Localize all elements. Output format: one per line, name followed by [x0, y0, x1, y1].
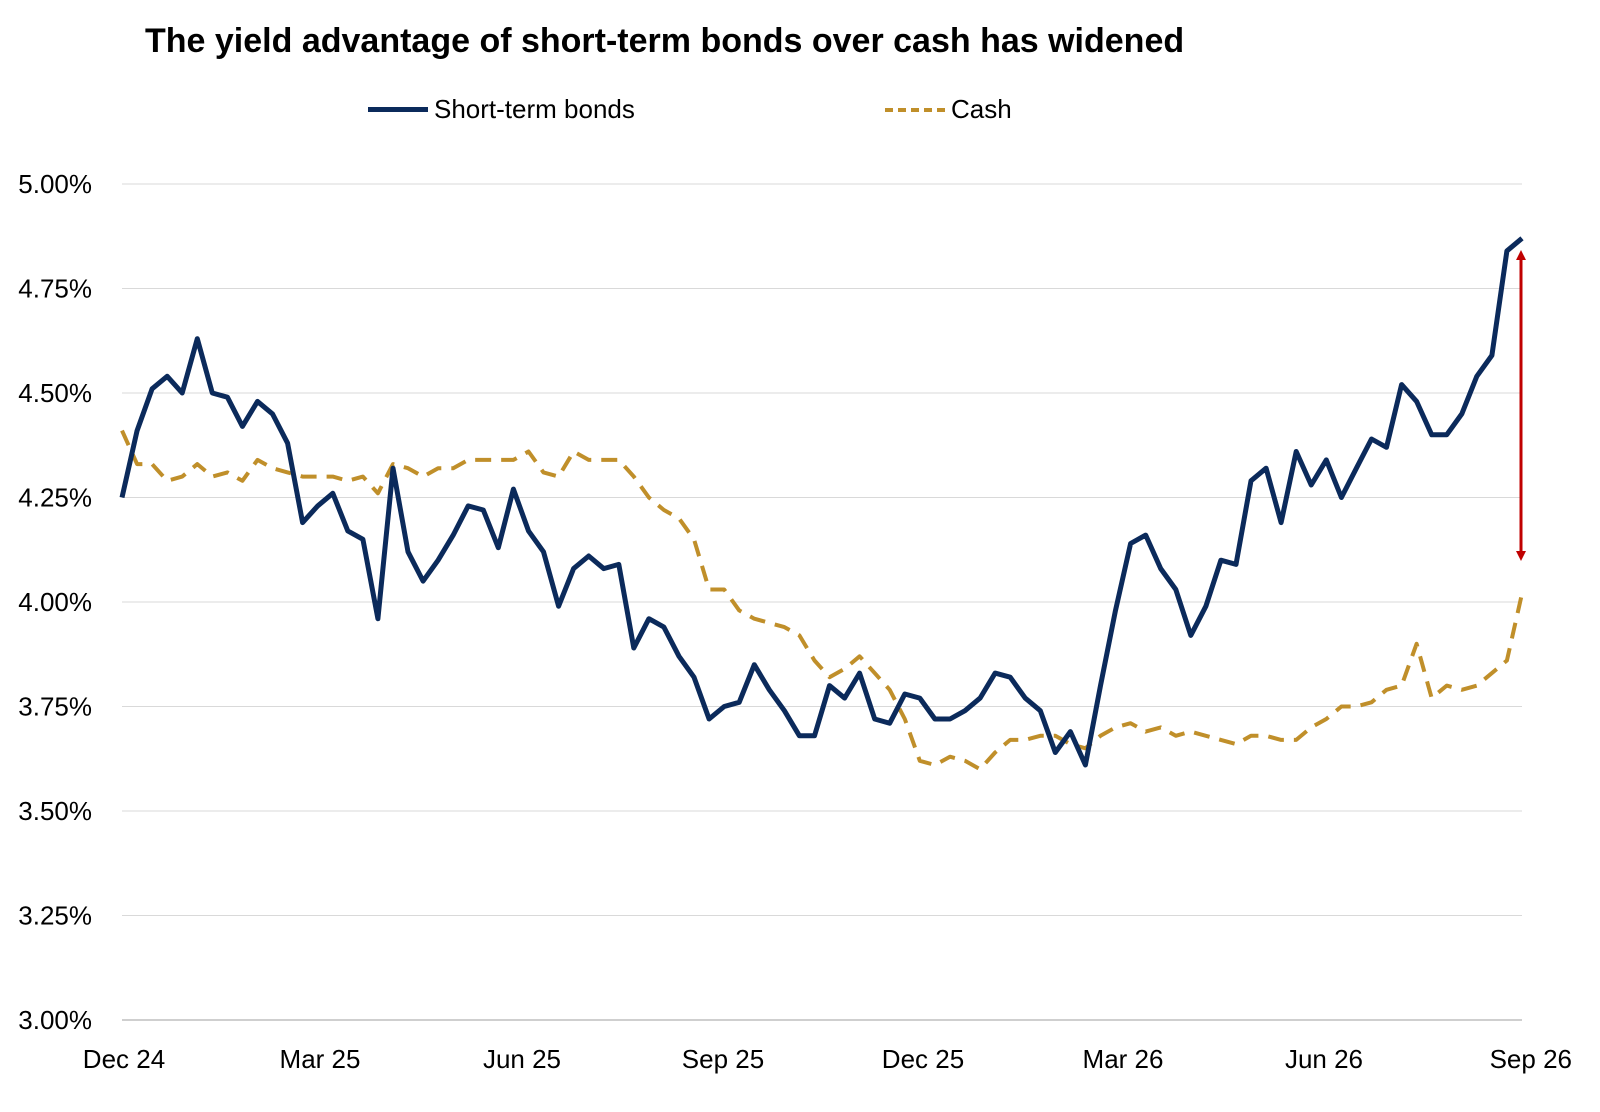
legend-swatch-short-term-bonds [368, 107, 428, 112]
legend-label-short-term-bonds: Short-term bonds [434, 94, 635, 124]
y-tick-label: 3.75% [18, 692, 92, 722]
legend-swatch-cash [885, 107, 945, 112]
x-tick-label: Sep 25 [682, 1044, 764, 1074]
y-tick-label: 3.00% [18, 1005, 92, 1035]
y-tick-label: 5.00% [18, 169, 92, 199]
x-tick-label: Dec 24 [83, 1044, 165, 1074]
legend-item-cash: Cash [885, 94, 1012, 125]
y-tick-label: 4.75% [18, 274, 92, 304]
legend: Short-term bonds Cash [0, 94, 1600, 134]
series-line-short-term-bonds [119, 236, 1524, 768]
series-lines [119, 236, 1524, 772]
y-tick-label: 4.50% [18, 378, 92, 408]
x-tick-label: Mar 25 [280, 1044, 361, 1074]
y-tick-label: 3.25% [18, 901, 92, 931]
x-tick-label: Dec 25 [882, 1044, 964, 1074]
x-tick-label: Sep 26 [1490, 1044, 1572, 1074]
grid-lines [122, 183, 1522, 1021]
y-axis-ticks: 3.00% 3.25% 3.50% 3.75% 4.00% 4.25% 4.50% 4.75%… [18, 169, 92, 1035]
y-tick-label: 4.25% [18, 483, 92, 513]
legend-label-cash: Cash [951, 94, 1012, 124]
y-tick-label: 4.00% [18, 587, 92, 617]
x-tick-label: Jun 26 [1285, 1044, 1363, 1074]
y-tick-label: 3.50% [18, 796, 92, 826]
x-tick-label: Mar 26 [1083, 1044, 1164, 1074]
series-line-cash [120, 429, 1524, 772]
x-tick-label: Jun 25 [483, 1044, 561, 1074]
legend-item-short-term-bonds: Short-term bonds [368, 94, 635, 125]
chart-title: The yield advantage of short-term bonds … [145, 22, 1185, 60]
x-axis-ticks: Dec 24 Mar 25 Jun 25 Sep 25 Dec 25 Mar 26 Jun … [83, 1044, 1572, 1074]
